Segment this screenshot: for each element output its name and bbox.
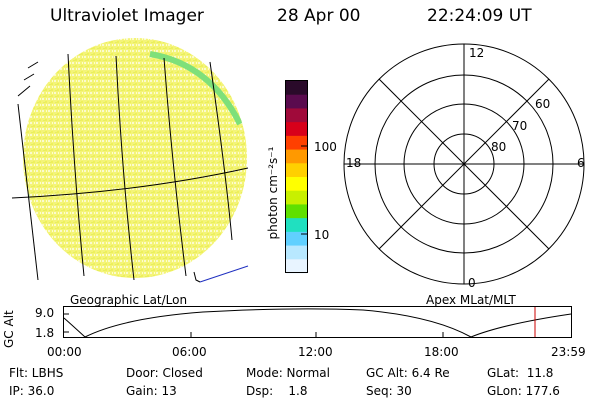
app-title: Ultraviolet Imager	[50, 6, 204, 26]
colorbar-segment	[286, 204, 307, 219]
mlat-label-70: 70	[512, 119, 528, 133]
mlt-label-12: 12	[469, 46, 485, 60]
mlt-label-18: 18	[346, 156, 362, 170]
date-readout: 28 Apr 00	[277, 6, 361, 26]
colorbar-tick-100: 100	[314, 140, 337, 154]
info-gain: Gain: 13	[126, 384, 177, 398]
timeline-xtick-0600: 06:00	[172, 345, 207, 359]
grid-fragments	[17, 61, 201, 283]
colorbar-segment	[286, 94, 307, 109]
apex-label: Apex MLat/MLT	[426, 293, 516, 307]
lon-grid	[17, 53, 233, 281]
timeline-ytick-9: 9.0	[35, 306, 55, 320]
mlt-diagonal-2	[378, 78, 550, 250]
colorbar-segment	[286, 245, 307, 260]
colorbar-segment	[286, 231, 307, 247]
colorbar	[285, 80, 308, 274]
earth-image	[11, 38, 249, 283]
timeline-ylabel: GC Alt	[2, 310, 16, 348]
colorbar-segment	[286, 149, 307, 164]
timeline-xtick-0000: 00:00	[47, 345, 82, 359]
info-seq: Seq: 30	[366, 384, 412, 398]
colorbar-segment	[286, 259, 307, 274]
time-readout: 22:24:09 UT	[427, 6, 532, 26]
altitude-curve	[63, 308, 572, 338]
mlat-label-60: 60	[535, 97, 551, 111]
polar-plot	[343, 43, 585, 285]
lat-line-ext	[199, 265, 249, 283]
timeline-xtick-1800: 18:00	[424, 345, 459, 359]
colorbar-segment	[286, 108, 307, 123]
info-mode: Mode: Normal	[246, 366, 330, 380]
earth-disc	[23, 38, 247, 278]
colorbar-segment	[286, 122, 307, 137]
info-flt: Flt: LBHS	[9, 366, 64, 380]
info-glon: GLon: 177.6	[487, 384, 560, 398]
mlat-label-80: 80	[491, 140, 507, 154]
timeline-plot	[63, 306, 572, 338]
geographic-label: Geographic Lat/Lon	[70, 293, 188, 307]
colorbar-segment	[286, 177, 307, 192]
info-glat: GLat: 11.8	[487, 366, 554, 380]
timeline-ytick-1-8: 1.8	[35, 326, 55, 340]
colorbar-segment	[286, 218, 307, 233]
timeline-xtick-1200: 12:00	[298, 345, 333, 359]
colorbar-unit-label: photon cm⁻²s⁻¹	[266, 146, 280, 240]
colorbar-segment	[286, 190, 307, 205]
info-gc-alt: GC Alt: 6.4 Re	[366, 366, 450, 380]
timeline-xtick-2359: 23:59	[551, 345, 586, 359]
colorbar-segment	[286, 81, 307, 96]
lat-line	[11, 167, 249, 199]
info-dsp: Dsp: 1.8	[246, 384, 308, 398]
colorbar-tick-10: 10	[314, 228, 330, 242]
info-ip: IP: 36.0	[9, 384, 55, 398]
colorbar-segment	[286, 135, 307, 151]
colorbar-segment	[286, 163, 307, 178]
aurora-limb	[149, 51, 243, 126]
mlt-label-6: 6	[577, 156, 585, 170]
mlt-label-0: 0	[468, 276, 476, 290]
info-door: Door: Closed	[126, 366, 203, 380]
